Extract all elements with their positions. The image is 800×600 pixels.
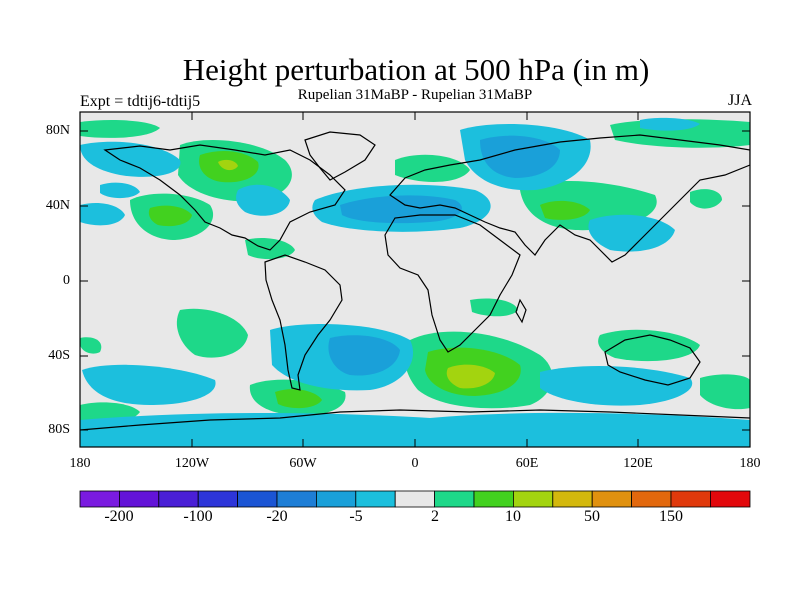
colorbar-label: 150 xyxy=(659,508,683,525)
anomaly-negative-region xyxy=(100,182,140,199)
colorbar-swatch xyxy=(513,490,554,508)
colorbar-swatch xyxy=(355,490,396,508)
coastlines xyxy=(80,131,750,431)
colorbar-swatch xyxy=(591,490,633,508)
anomaly-negative-region xyxy=(80,412,750,447)
anomaly-positive-region xyxy=(148,205,192,227)
anomaly-negative-region xyxy=(80,203,125,226)
anomaly-negative-region xyxy=(588,214,675,252)
colorbar-swatch xyxy=(79,490,120,508)
lat-label-80s: 80S xyxy=(48,422,70,437)
season-label: JJA xyxy=(727,92,752,109)
colorbar-swatch xyxy=(710,490,751,508)
colorbar-label: -200 xyxy=(104,508,134,525)
coastline-eurasia xyxy=(389,134,750,263)
anomaly-negative-region xyxy=(82,364,216,405)
coastline-antarctica xyxy=(80,409,750,431)
coastline-australia xyxy=(604,334,701,386)
anomaly-positive-region xyxy=(218,159,238,171)
colorbar-swatch xyxy=(394,490,436,508)
colorbar-label: -5 xyxy=(349,508,363,525)
map-title: Height perturbation at 500 hPa (in m) xyxy=(182,52,650,87)
coastline-south-america xyxy=(264,254,343,391)
anomaly-positive-region xyxy=(700,374,750,410)
anomaly-positive-region xyxy=(690,189,722,209)
colorbar-label: 10 xyxy=(505,508,521,525)
anomaly-negative-region xyxy=(340,195,462,224)
colorbar-swatch xyxy=(631,490,672,508)
anomaly-positive-region xyxy=(540,200,590,220)
colorbar xyxy=(79,490,751,508)
lat-label-40s: 40S xyxy=(48,348,70,363)
axis-ticks xyxy=(80,112,750,447)
colorbar-label: -20 xyxy=(266,508,288,525)
anomaly-positive-region xyxy=(80,120,160,138)
contour-field xyxy=(80,112,750,447)
anomaly-positive-region xyxy=(80,337,102,354)
anomaly-positive-region xyxy=(176,308,248,358)
lon-label-180-east: 180 xyxy=(739,456,761,471)
anomaly-negative-region xyxy=(236,184,290,216)
coastline-indian-ocean-islands xyxy=(515,298,527,324)
lat-label-80n: 80N xyxy=(45,123,70,138)
colorbar-swatch xyxy=(670,490,711,508)
lon-label-60e: 60E xyxy=(515,456,539,471)
anomaly-positive-region xyxy=(598,329,700,362)
colorbar-swatch xyxy=(434,490,475,508)
coastline-greenland xyxy=(304,131,376,181)
colorbar-swatch xyxy=(276,490,317,508)
lat-label-40n: 40N xyxy=(45,198,70,213)
colorbar-swatch xyxy=(552,490,593,508)
colorbar-swatch xyxy=(197,490,238,508)
lat-label-equator: 0 xyxy=(63,273,70,288)
coastline-africa xyxy=(384,214,521,353)
lon-label-60w: 60W xyxy=(289,456,317,471)
colorbar-swatch xyxy=(315,490,357,508)
period-subtitle: Rupelian 31MaBP - Rupelian 31MaBP xyxy=(297,87,533,103)
lon-label-120w: 120W xyxy=(174,456,210,471)
anomaly-positive-region xyxy=(446,364,495,389)
lon-label-120e: 120E xyxy=(623,456,653,471)
colorbar-swatch xyxy=(158,490,199,508)
lon-label-0: 0 xyxy=(411,456,419,471)
colorbar-label: 2 xyxy=(431,508,439,525)
lon-label-180-west: 180 xyxy=(69,456,91,471)
colorbar-swatch xyxy=(119,490,160,508)
colorbar-label: -100 xyxy=(183,508,213,525)
anomaly-negative-region xyxy=(540,366,693,406)
anomaly-negative-region xyxy=(328,335,400,376)
anomaly-negative-region xyxy=(480,135,560,178)
experiment-label: Expt = tdtij6-tdtij5 xyxy=(80,93,201,110)
coastline-north-america xyxy=(103,144,346,251)
colorbar-swatch xyxy=(473,490,514,508)
anomaly-negative-region xyxy=(640,117,700,131)
anomaly-positive-region xyxy=(245,238,295,260)
colorbar-label: 50 xyxy=(584,508,600,525)
colorbar-swatch xyxy=(237,490,278,508)
anomaly-positive-region xyxy=(275,389,322,409)
